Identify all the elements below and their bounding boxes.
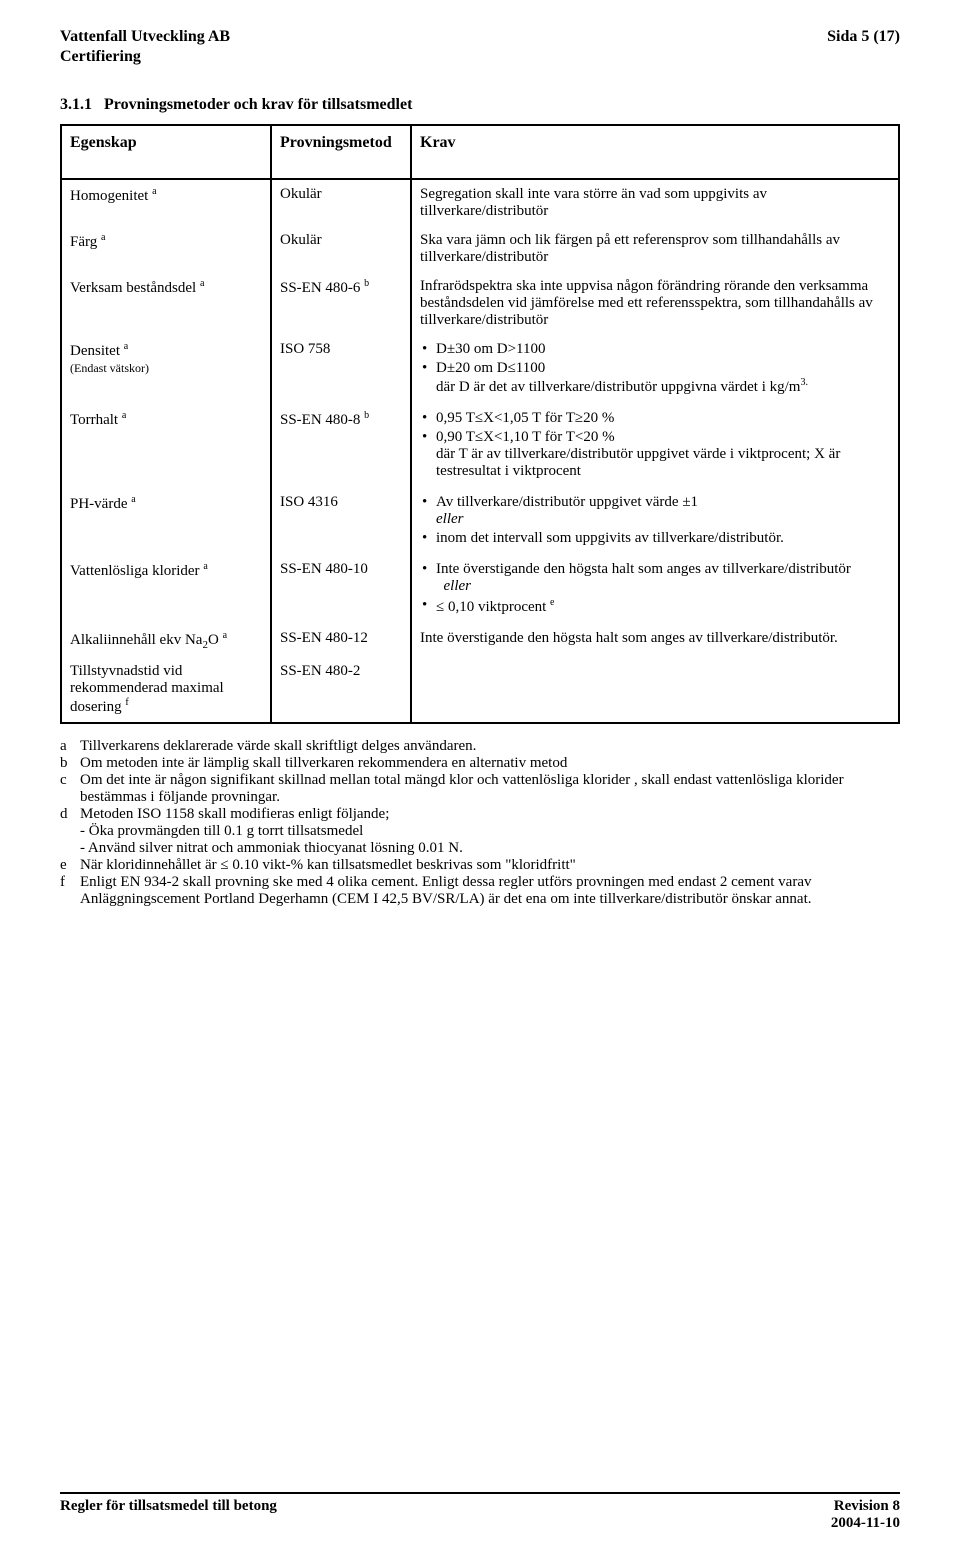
col-metod: Provningsmetod bbox=[271, 125, 411, 179]
superscript: a bbox=[101, 232, 105, 243]
cell-text: Tillstyvnadstid vid rekommenderad maxima… bbox=[70, 663, 224, 715]
superscript: f bbox=[125, 697, 128, 708]
note-letter: c bbox=[60, 772, 80, 806]
table-row: Homogenitet a Okulär Segregation skall i… bbox=[61, 179, 899, 226]
cell-text: SS-EN 480-6 bbox=[280, 280, 364, 296]
table-row: Verksam beståndsdel a SS-EN 480-6 b Infr… bbox=[61, 272, 899, 335]
col-egenskap: Egenskap bbox=[61, 125, 271, 179]
cell-text: SS-EN 480-10 bbox=[271, 555, 411, 624]
superscript: a bbox=[131, 494, 135, 505]
table-row: Vattenlösliga klorider a SS-EN 480-10 In… bbox=[61, 555, 899, 624]
header-page: Sida 5 (17) bbox=[827, 28, 900, 46]
superscript: a bbox=[200, 278, 204, 289]
note-letter: a bbox=[60, 738, 80, 755]
list-item: ≤ 0,10 viktprocent e bbox=[420, 597, 890, 616]
superscript: a bbox=[122, 410, 126, 421]
header-company: Vattenfall Utveckling AB bbox=[60, 28, 230, 46]
col-krav: Krav bbox=[411, 125, 899, 179]
requirements-table: Egenskap Provningsmetod Krav Homogenitet… bbox=[60, 124, 900, 724]
bullet-list: D±30 om D>1100 D±20 om D≤1100 där D är d… bbox=[420, 341, 890, 396]
list-item-text: 0,90 T≤X<1,10 T för T<20 % bbox=[436, 429, 615, 445]
footer-date: 2004-11-10 bbox=[831, 1515, 900, 1531]
superscript: e bbox=[550, 597, 554, 608]
section-number: 3.1.1 bbox=[60, 96, 92, 113]
list-item: Inte överstigande den högsta halt som an… bbox=[420, 561, 890, 595]
cell-text: SS-EN 480-2 bbox=[271, 657, 411, 723]
note-text: Metoden ISO 1158 skall modifieras enligt… bbox=[80, 806, 900, 823]
section-heading: Provningsmetoder och krav för tillsatsme… bbox=[104, 96, 412, 113]
table-row: Färg a Okulär Ska vara jämn och lik färg… bbox=[61, 226, 899, 272]
page-footer: Regler för tillsatsmedel till betong Rev… bbox=[60, 1492, 900, 1532]
cell-subtext: (Endast vätskor) bbox=[70, 361, 149, 375]
cell-text: Vattenlösliga klorider bbox=[70, 563, 203, 579]
bullet-list: 0,95 T≤X<1,05 T för T≥20 % 0,90 T≤X<1,10… bbox=[420, 410, 890, 480]
table-row: Torrhalt a SS-EN 480-8 b 0,95 T≤X<1,05 T… bbox=[61, 404, 899, 488]
cell-text: SS-EN 480-12 bbox=[271, 624, 411, 657]
note-text: Tillverkarens deklarerade värde skall sk… bbox=[80, 738, 900, 755]
bullet-list: Av tillverkare/distributör uppgivet värd… bbox=[420, 494, 890, 547]
note-text: Om metoden inte är lämplig skall tillver… bbox=[80, 755, 900, 772]
list-item: 0,90 T≤X<1,10 T för T<20 % där T är av t… bbox=[420, 429, 890, 480]
superscript: b bbox=[364, 410, 369, 421]
section-title: 3.1.1 Provningsmetoder och krav för till… bbox=[60, 96, 900, 114]
list-item: D±30 om D>1100 bbox=[420, 341, 890, 358]
cell-text: Homogenitet bbox=[70, 188, 152, 204]
list-item-text: där T är av tillverkare/distributör uppg… bbox=[436, 446, 840, 479]
list-item-text: Av tillverkare/distributör uppgivet värd… bbox=[436, 494, 698, 510]
cell-text: ISO 758 bbox=[271, 335, 411, 404]
list-item-text: Inte överstigande den högsta halt som an… bbox=[436, 561, 851, 577]
note-letter: b bbox=[60, 755, 80, 772]
footer-right: Revision 8 2004-11-10 bbox=[831, 1498, 900, 1532]
list-item-text: där D är det av tillverkare/distributör … bbox=[436, 379, 800, 395]
cell-text: Torrhalt bbox=[70, 412, 122, 428]
cell-text: PH-värde bbox=[70, 496, 131, 512]
table-row: Densitet a (Endast vätskor) ISO 758 D±30… bbox=[61, 335, 899, 404]
table-row: Alkaliinnehåll ekv Na2O a SS-EN 480-12 I… bbox=[61, 624, 899, 657]
footnotes: aTillverkarens deklarerade värde skall s… bbox=[60, 738, 900, 908]
note-letter: e bbox=[60, 857, 80, 874]
footer-left: Regler för tillsatsmedel till betong bbox=[60, 1498, 277, 1532]
cell-text: Okulär bbox=[271, 226, 411, 272]
list-item-italic: eller bbox=[444, 578, 472, 594]
list-item: D±20 om D≤1100 där D är det av tillverka… bbox=[420, 360, 890, 396]
note-letter: d bbox=[60, 806, 80, 823]
cell-text: Densitet bbox=[70, 343, 124, 359]
cell-text: Alkaliinnehåll ekv Na bbox=[70, 632, 202, 648]
cell-text: Färg bbox=[70, 234, 101, 250]
list-item-italic: eller bbox=[436, 511, 464, 527]
cell-text: Verksam beståndsdel bbox=[70, 280, 200, 296]
note-cont: - Öka provmängden till 0.1 g torrt tills… bbox=[60, 823, 900, 840]
list-item: 0,95 T≤X<1,05 T för T≥20 % bbox=[420, 410, 890, 427]
bullet-list: Inte överstigande den högsta halt som an… bbox=[420, 561, 890, 616]
superscript: a bbox=[124, 341, 128, 352]
footer-revision: Revision 8 bbox=[834, 1498, 900, 1514]
cell-text: SS-EN 480-8 bbox=[280, 412, 364, 428]
superscript: b bbox=[364, 278, 369, 289]
note-text: När kloridinnehållet är ≤ 0.10 vikt-% ka… bbox=[80, 857, 900, 874]
superscript: 3. bbox=[800, 377, 808, 388]
cell-text: Okulär bbox=[271, 179, 411, 226]
note-text: Om det inte är någon signifikant skillna… bbox=[80, 772, 900, 806]
superscript: a bbox=[152, 186, 156, 197]
cell-text: Ska vara jämn och lik färgen på ett refe… bbox=[411, 226, 899, 272]
cell-text: Segregation skall inte vara större än va… bbox=[411, 179, 899, 226]
cell-text: ISO 4316 bbox=[271, 488, 411, 555]
list-item: inom det intervall som uppgivits av till… bbox=[420, 530, 890, 547]
cell-text: Infrarödspektra ska inte uppvisa någon f… bbox=[411, 272, 899, 335]
note-text: Enligt EN 934-2 skall provning ske med 4… bbox=[80, 874, 900, 908]
cell-text: Inte överstigande den högsta halt som an… bbox=[411, 624, 899, 657]
header-unit: Certifiering bbox=[60, 48, 900, 66]
cell-text: O bbox=[208, 632, 223, 648]
table-row: PH-värde a ISO 4316 Av tillverkare/distr… bbox=[61, 488, 899, 555]
cell-text bbox=[411, 657, 899, 723]
table-row: Tillstyvnadstid vid rekommenderad maxima… bbox=[61, 657, 899, 723]
superscript: a bbox=[223, 630, 227, 641]
list-item: Av tillverkare/distributör uppgivet värd… bbox=[420, 494, 890, 528]
note-letter: f bbox=[60, 874, 80, 908]
superscript: a bbox=[203, 561, 207, 572]
list-item-text: ≤ 0,10 viktprocent bbox=[436, 599, 550, 615]
note-cont: - Använd silver nitrat och ammoniak thio… bbox=[60, 840, 900, 857]
list-item-text: D±20 om D≤1100 bbox=[436, 360, 545, 376]
